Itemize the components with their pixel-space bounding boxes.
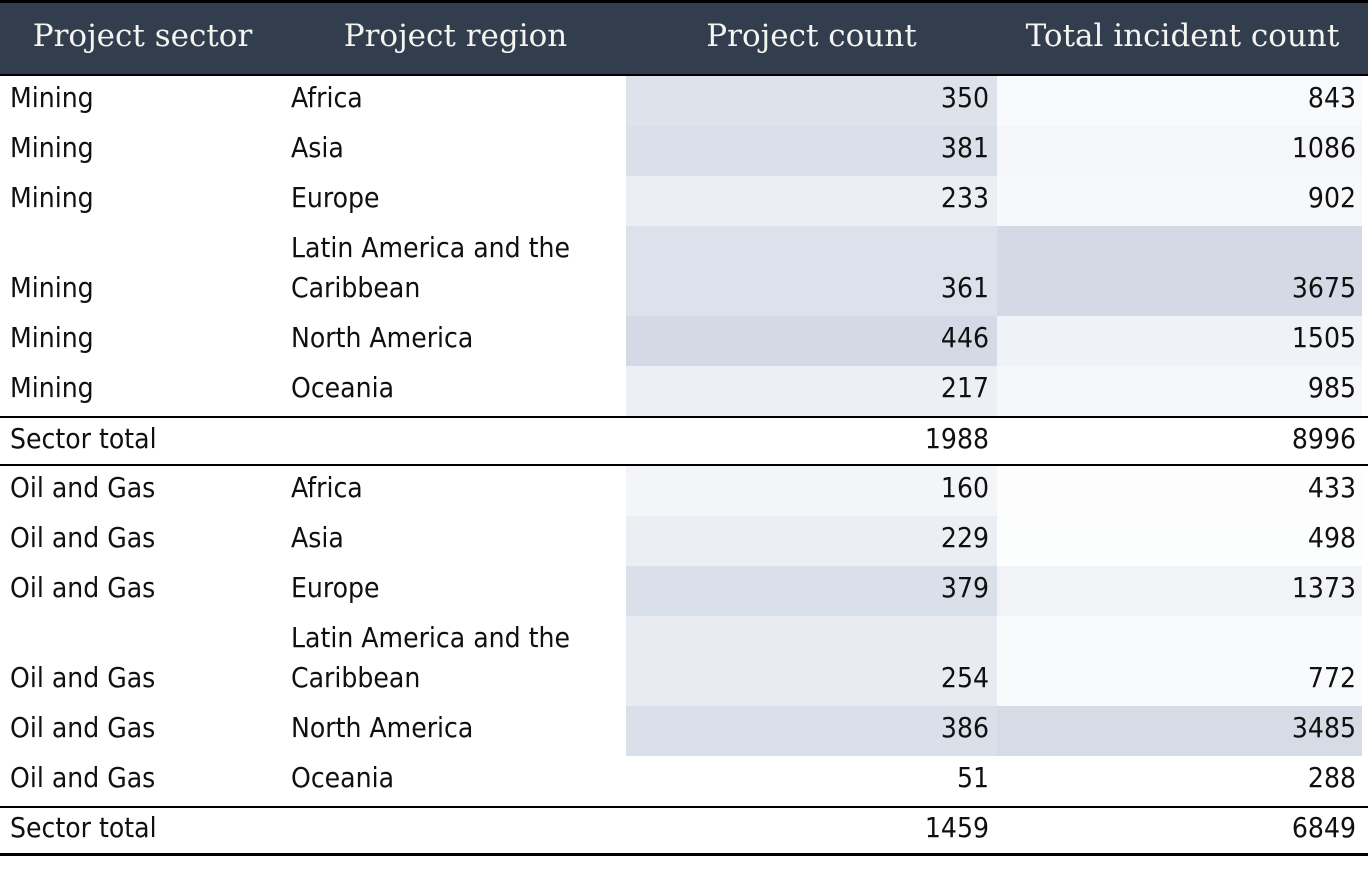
cell-region: Asia — [291, 520, 344, 554]
cell-region: Latin America and the Caribbean — [291, 230, 570, 304]
table-row: Mining North America 446 1505 — [0, 315, 1368, 366]
cell-project-count: 160 — [626, 464, 997, 516]
cell-sector: Oil and Gas — [10, 710, 156, 744]
cell-incident-count: 985 — [997, 365, 1368, 417]
cell-project-count: 217 — [626, 365, 997, 417]
cell-region: Latin America and the Caribbean — [291, 620, 570, 694]
cell-incident-count: 3485 — [997, 705, 1368, 756]
cell-incident-count: 433 — [997, 464, 1368, 516]
cell-total-incident-count: 6849 — [997, 806, 1368, 855]
cell-total-label: Sector total — [0, 806, 285, 855]
table-row: Mining Europe 233 902 — [0, 175, 1368, 226]
table-row: Mining Latin America and the Caribbean 3… — [0, 225, 1368, 316]
cell-sector: Mining — [10, 80, 94, 114]
cell-project-count: 446 — [626, 315, 997, 366]
cell-total-project-count: 1459 — [626, 806, 997, 855]
table-row: Mining Oceania 217 985 — [0, 365, 1368, 417]
cell-project-count: 254 — [626, 615, 997, 706]
header-row: Project sector Project region Project co… — [0, 1, 1368, 76]
cell-region: Europe — [291, 180, 380, 214]
column-header-project-count: Project count — [626, 1, 997, 76]
cell-incident-count: 498 — [997, 515, 1368, 566]
table-row: Oil and Gas North America 386 3485 — [0, 705, 1368, 756]
cell-region: Oceania — [291, 370, 395, 404]
cell-project-count: 361 — [626, 225, 997, 316]
cell-region: Africa — [291, 80, 363, 114]
table-row: Mining Africa 350 843 — [0, 74, 1368, 126]
cell-project-count: 381 — [626, 125, 997, 176]
table-row: Mining Asia 381 1086 — [0, 125, 1368, 176]
cell-region: North America — [291, 320, 474, 354]
cell-project-count: 229 — [626, 515, 997, 566]
cell-incident-count: 902 — [997, 175, 1368, 226]
cell-sector: Mining — [10, 180, 94, 214]
cell-project-count: 51 — [626, 755, 997, 807]
cell-sector: Oil and Gas — [10, 520, 156, 554]
cell-total-incident-count: 8996 — [997, 416, 1368, 465]
cell-total-project-count: 1988 — [626, 416, 997, 465]
cell-region: Asia — [291, 130, 344, 164]
cell-sector: Oil and Gas — [10, 570, 156, 604]
column-header-total-incident-count: Total incident count — [997, 1, 1368, 76]
sector-total-row: Sector total 1988 8996 — [0, 416, 1368, 465]
column-header-project-sector: Project sector — [0, 1, 285, 76]
cell-sector: Mining — [10, 130, 94, 164]
table-row: Oil and Gas Latin America and the Caribb… — [0, 615, 1368, 706]
cell-empty — [285, 806, 626, 855]
cell-sector: Oil and Gas — [10, 760, 156, 794]
cell-sector: Mining — [10, 320, 94, 354]
table-row: Oil and Gas Asia 229 498 — [0, 515, 1368, 566]
cell-empty — [285, 416, 626, 465]
table-row: Oil and Gas Europe 379 1373 — [0, 565, 1368, 616]
cell-project-count: 233 — [626, 175, 997, 226]
cell-region: Africa — [291, 470, 363, 504]
cell-sector: Oil and Gas — [10, 660, 156, 694]
cell-incident-count: 843 — [997, 74, 1368, 126]
cell-sector: Oil and Gas — [10, 470, 156, 504]
table-row: Oil and Gas Africa 160 433 — [0, 464, 1368, 516]
cell-total-label: Sector total — [0, 416, 285, 465]
cell-sector: Mining — [10, 370, 94, 404]
cell-incident-count: 3675 — [997, 225, 1368, 316]
cell-region: North America — [291, 710, 474, 744]
table-row: Oil and Gas Oceania 51 288 — [0, 755, 1368, 807]
cell-project-count: 350 — [626, 74, 997, 126]
cell-incident-count: 1505 — [997, 315, 1368, 366]
sector-total-row: Sector total 1459 6849 — [0, 806, 1368, 855]
cell-sector: Mining — [10, 270, 94, 304]
cell-incident-count: 1373 — [997, 565, 1368, 616]
cell-incident-count: 1086 — [997, 125, 1368, 176]
cell-project-count: 379 — [626, 565, 997, 616]
cell-incident-count: 772 — [997, 615, 1368, 706]
cell-project-count: 386 — [626, 705, 997, 756]
cell-region: Oceania — [291, 760, 395, 794]
cell-region: Europe — [291, 570, 380, 604]
cell-incident-count: 288 — [997, 755, 1368, 807]
column-header-project-region: Project region — [285, 1, 626, 76]
